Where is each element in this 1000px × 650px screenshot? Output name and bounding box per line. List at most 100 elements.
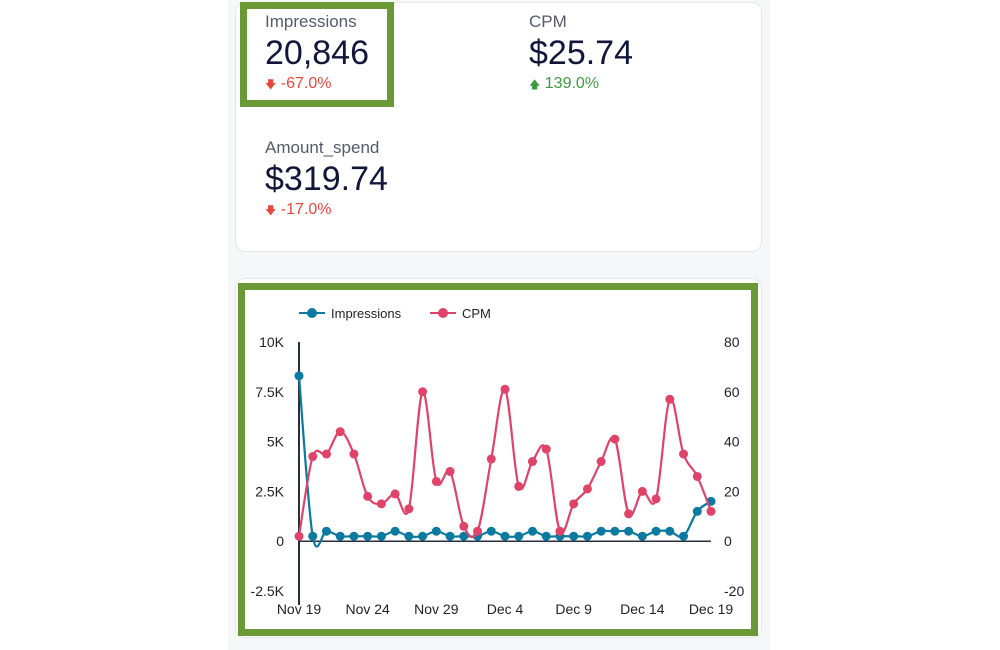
kpi-label: Amount_spend <box>265 138 380 157</box>
data-point-impressions <box>527 526 537 536</box>
data-point-cpm <box>651 494 661 504</box>
y-right-tick-label: 80 <box>724 334 740 350</box>
legend-label-impressions: Impressions <box>331 306 402 321</box>
data-point-impressions <box>679 531 689 541</box>
highlight-box <box>240 2 394 107</box>
y-right-tick-label: 60 <box>724 384 740 400</box>
kpi-change-value: 139.0% <box>544 75 600 92</box>
legend-label-cpm: CPM <box>462 306 491 321</box>
data-point-impressions <box>596 526 606 536</box>
data-point-cpm <box>527 457 537 467</box>
data-point-impressions <box>390 526 400 536</box>
x-tick-label: Dec 14 <box>620 601 665 617</box>
data-point-impressions <box>665 526 675 536</box>
data-point-cpm <box>376 499 386 509</box>
data-point-impressions <box>376 531 386 541</box>
data-point-cpm <box>555 526 565 536</box>
data-point-cpm <box>500 384 510 394</box>
data-point-cpm <box>679 449 689 459</box>
data-point-cpm <box>514 481 524 491</box>
data-point-impressions <box>445 531 455 541</box>
highlight-box <box>238 283 758 636</box>
arrow-down-icon: 🡇 <box>265 205 277 217</box>
data-point-impressions <box>431 526 441 536</box>
data-point-cpm <box>308 452 318 462</box>
legend-marker <box>307 308 317 318</box>
data-point-cpm <box>637 486 647 496</box>
data-point-cpm <box>363 491 373 501</box>
y-right-tick-label: -20 <box>724 583 744 599</box>
y-left-tick-label: 0 <box>276 533 284 549</box>
kpi-change: 🡇 -67.0% <box>265 75 369 95</box>
kpi-card <box>235 2 762 252</box>
legend-marker <box>438 308 448 318</box>
data-point-impressions <box>308 531 318 541</box>
data-point-cpm <box>486 454 496 464</box>
chart-card <box>235 278 762 638</box>
y-left-tick-label: 7.5K <box>255 384 284 400</box>
kpi-label: CPM <box>529 12 567 31</box>
data-point-cpm <box>596 457 606 467</box>
data-point-cpm <box>349 449 359 459</box>
x-tick-label: Nov 19 <box>277 601 322 617</box>
kpi-change-value: -67.0% <box>280 75 332 92</box>
kpi-change: 🡇 -17.0% <box>265 201 388 221</box>
data-point-impressions <box>294 371 304 381</box>
kpi-amount-spend: Amount_spend $319.74 🡇 -17.0% <box>265 138 388 221</box>
data-point-cpm <box>692 471 702 481</box>
data-point-impressions <box>418 531 428 541</box>
x-tick-label: Dec 19 <box>689 601 734 617</box>
data-point-cpm <box>390 489 400 499</box>
data-point-impressions <box>404 531 414 541</box>
data-point-impressions <box>321 526 331 536</box>
data-point-cpm <box>610 434 620 444</box>
data-point-cpm <box>541 444 551 454</box>
kpi-value: $319.74 <box>265 160 388 198</box>
kpi-impressions: Impressions 20,846 🡇 -67.0% <box>265 12 369 95</box>
x-tick-label: Dec 4 <box>487 601 524 617</box>
data-point-cpm <box>321 449 331 459</box>
data-point-cpm <box>445 466 455 476</box>
data-point-cpm <box>624 509 634 519</box>
data-point-impressions <box>500 531 510 541</box>
x-tick-label: Nov 24 <box>345 601 390 617</box>
y-left-tick-label: 5K <box>267 434 285 450</box>
y-right-tick-label: 0 <box>724 533 732 549</box>
data-point-impressions <box>569 531 579 541</box>
data-point-cpm <box>569 499 579 509</box>
x-tick-label: Dec 9 <box>555 601 592 617</box>
y-left-tick-label: 10K <box>259 334 285 350</box>
y-right-tick-label: 40 <box>724 434 740 450</box>
y-left-tick-label: 2.5K <box>255 483 284 499</box>
data-point-impressions <box>624 526 634 536</box>
kpi-value: $25.74 <box>529 34 633 72</box>
data-point-impressions <box>349 531 359 541</box>
data-point-impressions <box>637 531 647 541</box>
data-point-cpm <box>294 531 304 541</box>
data-point-cpm <box>582 484 592 494</box>
data-point-impressions <box>335 531 345 541</box>
x-tick-label: Nov 29 <box>414 601 459 617</box>
data-point-cpm <box>418 387 428 397</box>
data-point-cpm <box>665 394 675 404</box>
y-right-tick-label: 20 <box>724 483 740 499</box>
data-point-impressions <box>651 526 661 536</box>
data-point-impressions <box>692 506 702 516</box>
y-left-tick-label: -2.5K <box>251 583 285 599</box>
data-point-cpm <box>431 476 441 486</box>
data-point-cpm <box>404 504 414 514</box>
data-point-impressions <box>610 526 620 536</box>
data-point-impressions <box>363 531 373 541</box>
data-point-cpm <box>473 526 483 536</box>
data-point-impressions <box>514 531 524 541</box>
kpi-label: Impressions <box>265 12 357 31</box>
arrow-up-icon: 🡅 <box>529 79 541 91</box>
data-point-cpm <box>459 521 469 531</box>
data-point-impressions <box>486 526 496 536</box>
data-point-impressions <box>541 531 551 541</box>
kpi-change: 🡅 139.0% <box>529 75 633 95</box>
data-point-impressions <box>459 531 469 541</box>
kpi-value: 20,846 <box>265 34 369 72</box>
arrow-down-icon: 🡇 <box>265 79 277 91</box>
